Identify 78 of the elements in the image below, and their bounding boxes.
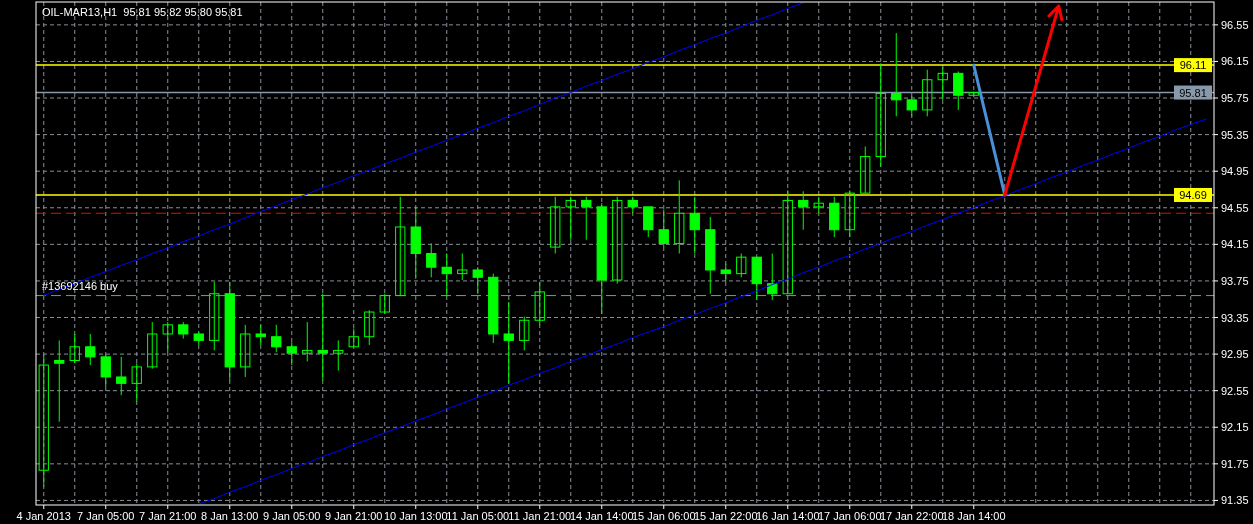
- y-tick-label: 96.15: [1221, 55, 1249, 68]
- candlestick: [643, 206, 654, 238]
- candlestick: [875, 62, 886, 168]
- candlestick: [240, 324, 251, 378]
- y-tick-label: 96.55: [1221, 18, 1249, 31]
- candlestick: [69, 333, 80, 364]
- chart-title: OIL-MAR13,H1 95.81 95.82 95.80 95.81: [42, 6, 243, 18]
- candlestick: [271, 324, 282, 353]
- y-tick-label: 93.75: [1221, 274, 1249, 287]
- x-tick-label: 11 Jan 05:00: [446, 510, 510, 522]
- candlestick: [302, 321, 313, 362]
- candlestick: [333, 339, 344, 372]
- candlestick: [844, 189, 855, 238]
- candlestick: [798, 190, 809, 231]
- x-tick-label: 7 Jan 21:00: [139, 510, 197, 522]
- candlestick: [565, 196, 576, 241]
- candlestick: [767, 253, 778, 301]
- candlestick: [209, 281, 220, 351]
- x-tick-label: 7 Jan 05:00: [77, 510, 135, 522]
- candlestick: [441, 253, 452, 297]
- candlestick: [782, 189, 793, 295]
- line-series: [43, 2, 804, 297]
- y-tick-label: 92.95: [1221, 348, 1249, 361]
- candlestick: [100, 354, 111, 388]
- ref-line-label: 94.69: [1179, 188, 1207, 201]
- candlestick: [85, 333, 96, 366]
- candlestick: [348, 327, 359, 348]
- candlestick: [426, 242, 437, 278]
- candlestick: [612, 196, 623, 285]
- x-tick-label: 11 Jan 21:00: [508, 510, 572, 522]
- y-tick-label: 92.55: [1221, 384, 1249, 397]
- candlestick: [534, 281, 545, 326]
- x-tick-label: 9 Jan 21:00: [325, 510, 383, 522]
- candlestick: [891, 32, 902, 117]
- candlestick: [379, 293, 390, 315]
- candlestick: [922, 69, 933, 117]
- line-series: [198, 118, 1207, 505]
- ref-line-label: 96.11: [1179, 59, 1207, 72]
- y-tick-label: 94.55: [1221, 201, 1249, 214]
- y-tick-label: 94.95: [1221, 165, 1249, 178]
- candlestick: [953, 71, 964, 111]
- candlestick: [395, 196, 406, 297]
- candlestick: [581, 196, 592, 241]
- x-tick-label: 8 Jan 13:00: [201, 510, 259, 522]
- candlestick: [674, 179, 685, 254]
- candlestick: [658, 209, 669, 248]
- candlestick: [503, 301, 514, 384]
- candlestick: [255, 324, 266, 346]
- ref-line-label: 95.81: [1179, 86, 1207, 99]
- y-tick-label: 93.35: [1221, 311, 1249, 324]
- candlestick: [906, 95, 917, 117]
- candlestick: [162, 321, 173, 353]
- candlestick: [720, 263, 731, 283]
- candlestick: [364, 309, 375, 346]
- candlestick: [317, 293, 328, 382]
- x-tick-label: 10 Jan 13:00: [383, 510, 448, 522]
- y-tick-label: 95.75: [1221, 92, 1249, 105]
- x-tick-label: 9 Jan 05:00: [263, 510, 321, 522]
- candlestick: [937, 66, 948, 101]
- candlestick: [519, 316, 530, 351]
- candlestick: [131, 362, 142, 403]
- candlestick: [860, 146, 871, 194]
- candlestick: [550, 196, 561, 254]
- candlestick: [736, 253, 747, 278]
- y-tick-label: 91.75: [1221, 457, 1249, 470]
- x-tick-label: 4 Jan 2013: [16, 510, 71, 522]
- candlestick: [116, 356, 127, 396]
- candlestick: [286, 341, 297, 366]
- y-tick-label: 92.15: [1221, 421, 1249, 434]
- y-tick-label: 95.35: [1221, 128, 1249, 141]
- candlestick: [54, 339, 65, 423]
- y-tick-label: 91.35: [1221, 494, 1249, 507]
- candlestick: [457, 253, 468, 281]
- candlestick: [38, 354, 49, 488]
- candlestick: [472, 266, 483, 295]
- y-tick-label: 94.15: [1221, 238, 1249, 251]
- candlestick: [689, 196, 700, 254]
- candlestick: [147, 321, 158, 370]
